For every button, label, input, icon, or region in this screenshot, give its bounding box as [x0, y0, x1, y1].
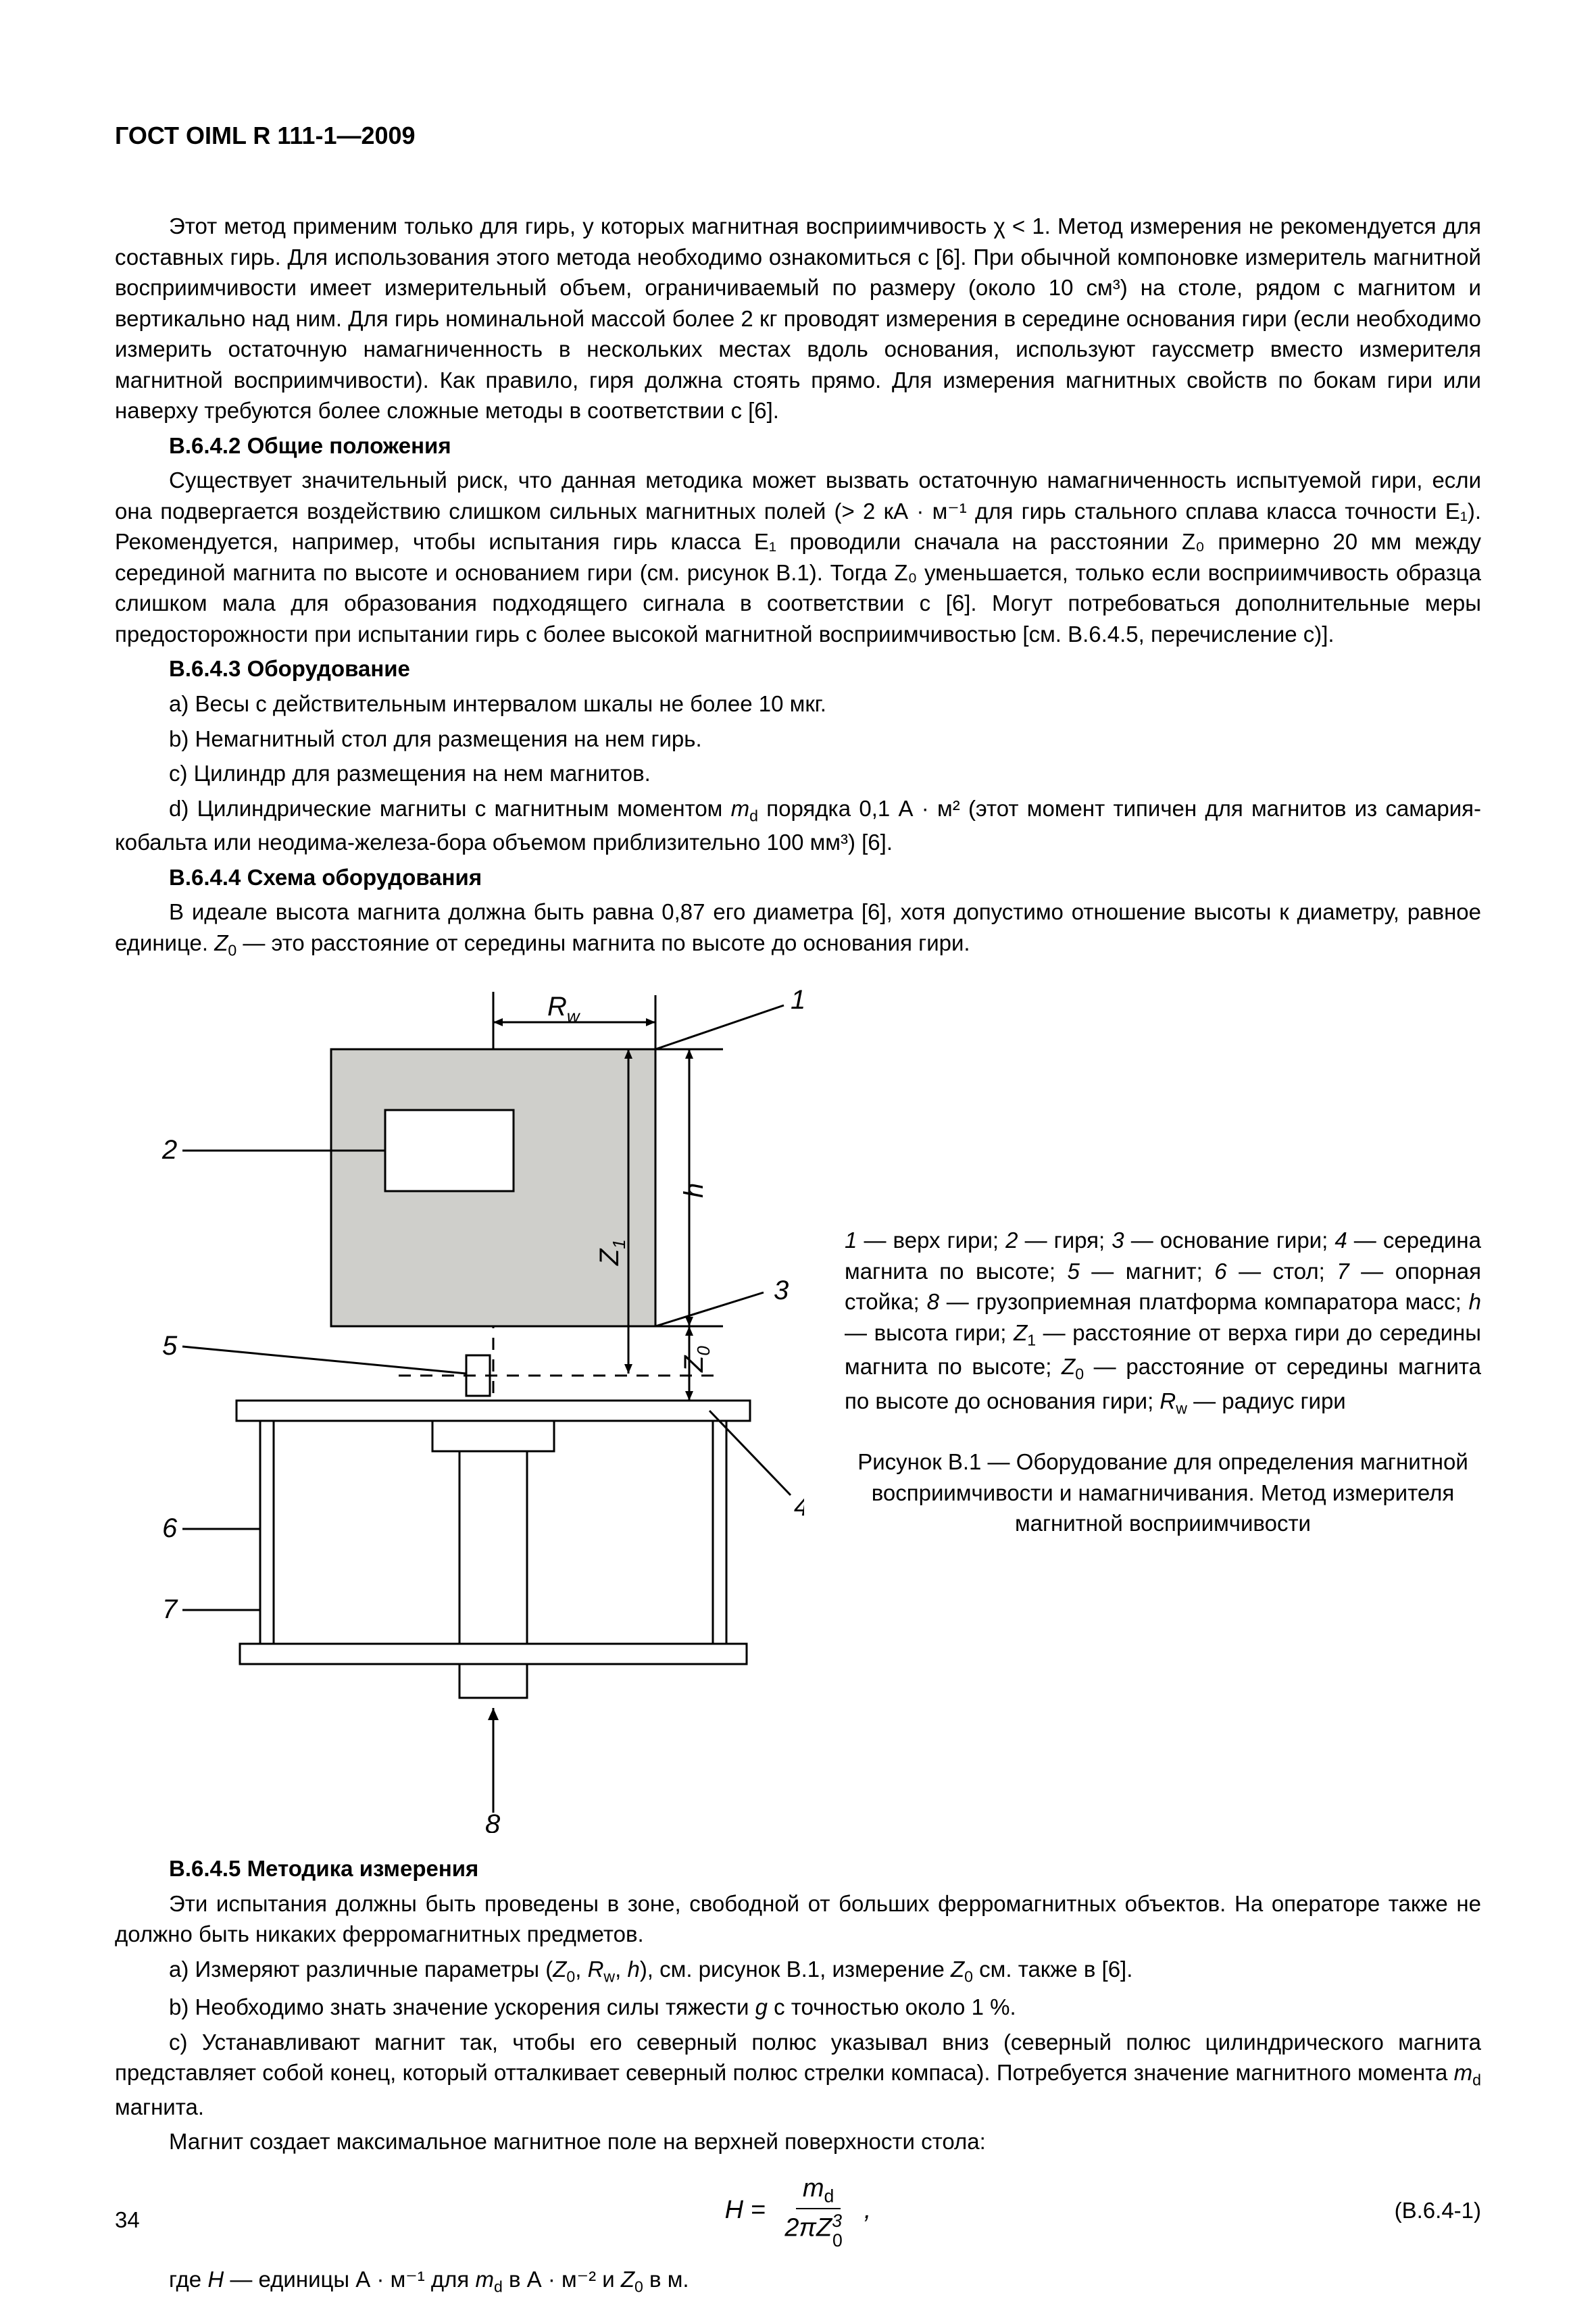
para-intro: Этот метод применим только для гирь, у к…: [115, 211, 1481, 426]
svg-text:8: 8: [485, 1809, 501, 1833]
figure-caption-block: 1 — верх гири; 2 — гиря; 3 — основание г…: [804, 982, 1481, 1543]
figure-caption: Рисунок B.1 — Оборудование для определен…: [845, 1447, 1481, 1539]
text: a) Измеряют различные параметры (: [169, 1957, 553, 1982]
text: с точностью около 1 %.: [768, 1994, 1016, 2019]
heading-b642: В.6.4.2 Общие положения: [115, 430, 1481, 461]
svg-text:7: 7: [162, 1594, 178, 1624]
text: — радиус гири: [1187, 1388, 1346, 1413]
svg-text:Rw: Rw: [547, 992, 581, 1026]
heading-b643: В.6.4.3 Оборудование: [115, 653, 1481, 684]
svg-text:4: 4: [794, 1492, 804, 1521]
text: — это расстояние от середины магнита по …: [236, 930, 970, 955]
equation-number: (B.6.4-1): [1395, 2198, 1481, 2223]
figure-b1: RwhZ1Z012345678: [115, 982, 804, 1833]
figure-legend: 1 — верх гири; 2 — гиря; 3 — основание г…: [845, 1225, 1481, 1419]
svg-text:Z0: Z0: [679, 1346, 714, 1373]
para-b645-2: Магнит создает максимальное магнитное по…: [115, 2126, 1481, 2157]
item-b643-a: a) Весы с действительным интервалом шкал…: [115, 688, 1481, 720]
text: b) Необходимо знать значение ускорения с…: [169, 1994, 755, 2019]
svg-text:h: h: [679, 1183, 709, 1198]
equation-b641: H = md 2πZ30 , (B.6.4-1): [115, 2173, 1481, 2248]
para-b642: Существует значительный риск, что данная…: [115, 465, 1481, 649]
figure-row: RwhZ1Z012345678 1 — верх гири; 2 — гиря;…: [115, 982, 1481, 1833]
text: — высота гири;: [845, 1320, 1014, 1345]
item-b645-b: b) Необходимо знать значение ускорения с…: [115, 1992, 1481, 2023]
page-number: 34: [115, 2207, 140, 2233]
item-b643-c: c) Цилиндр для размещения на нем магнито…: [115, 758, 1481, 789]
svg-text:3: 3: [774, 1276, 789, 1305]
svg-text:6: 6: [162, 1513, 178, 1543]
svg-text:2: 2: [161, 1135, 177, 1165]
figure-svg: RwhZ1Z012345678: [115, 982, 804, 1833]
svg-text:5: 5: [162, 1331, 178, 1361]
text: в м.: [643, 2267, 689, 2292]
text: магнита.: [115, 2094, 204, 2119]
text: в А · м⁻² и: [503, 2267, 621, 2292]
text: d) Цилиндрические магниты с магнитным мо…: [169, 796, 731, 821]
equation-footer: где H — единицы А · м⁻¹ для md в А · м⁻²…: [115, 2264, 1481, 2298]
heading-b644: В.6.4.4 Схема оборудования: [115, 862, 1481, 893]
para-b645-1: Эти испытания должны быть проведены в зо…: [115, 1888, 1481, 1950]
text: ), см. рисунок В.1, измерение: [640, 1957, 951, 1982]
text: c) Устанавливают магнит так, чтобы его с…: [115, 2030, 1481, 2086]
doc-header: ГОСТ OIML R 111-1—2009: [115, 122, 1481, 150]
text: — единицы А · м⁻¹ для: [224, 2267, 475, 2292]
item-b645-a: a) Измеряют различные параметры (Z0, Rw,…: [115, 1954, 1481, 1988]
item-b643-d: d) Цилиндрические магниты с магнитным мо…: [115, 793, 1481, 858]
text: где: [169, 2267, 207, 2292]
item-b645-c: c) Устанавливают магнит так, чтобы его с…: [115, 2027, 1481, 2123]
item-b643-b: b) Немагнитный стол для размещения на не…: [115, 724, 1481, 755]
heading-b645: В.6.4.5 Методика измерения: [115, 1853, 1481, 1884]
page: ГОСТ OIML R 111-1—2009 Этот метод примен…: [0, 0, 1596, 2314]
equation-body: H = md 2πZ30 ,: [725, 2174, 872, 2247]
svg-text:1: 1: [791, 985, 804, 1015]
para-b644: В идеале высота магнита должна быть равн…: [115, 897, 1481, 961]
text: см. также в [6].: [973, 1957, 1132, 1982]
